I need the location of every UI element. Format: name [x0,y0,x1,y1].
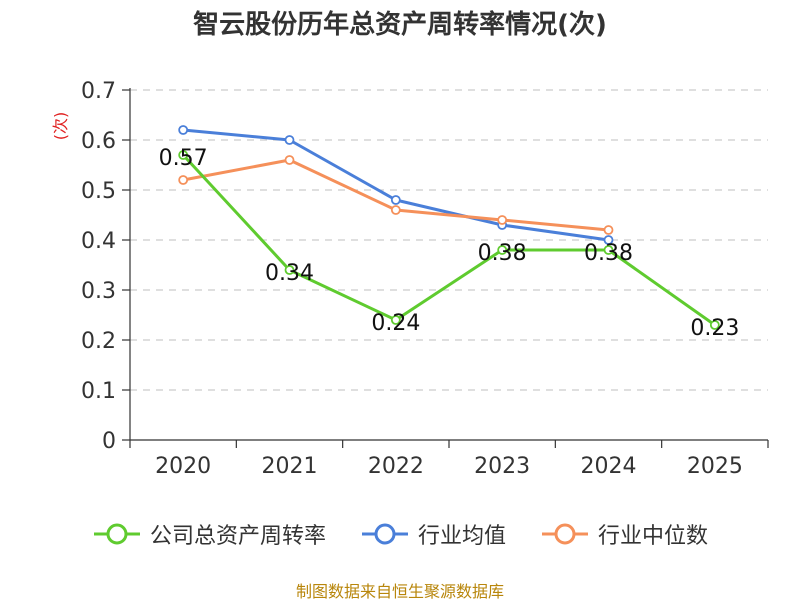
series-line [182,158,609,232]
y-tick-label: 0.7 [81,79,116,104]
legend-item-company[interactable]: 公司总资产周转率 [92,518,326,550]
y-tick-label: 0.4 [81,229,116,254]
legend-item-industry-mean[interactable]: 行业均值 [360,518,506,550]
x-tick-label: 2023 [474,454,530,479]
data-label: 0.24 [371,311,420,336]
data-point [178,175,189,185]
data-point [603,245,614,255]
y-tick-label: 0.6 [81,129,116,154]
data-label: 0.38 [478,241,527,266]
legend-label-industry-median: 行业中位数 [598,524,709,549]
legend-item-industry-median[interactable]: 行业中位数 [540,518,708,550]
legend: 公司总资产周转率 行业均值 行业中位数 [0,518,800,550]
data-point [603,235,614,245]
data-point [390,315,401,325]
data-label: 0.57 [159,146,208,171]
legend-label-industry-mean: 行业均值 [417,524,506,549]
legend-marker-industry-mean-icon [361,523,408,545]
legend-marker-company-icon [93,523,140,545]
data-point [284,265,295,275]
y-tick-label: 0.2 [81,329,116,354]
data-point [390,205,401,215]
y-tick-label: 0.1 [81,379,116,404]
data-label: 0.38 [584,241,633,266]
data-point [603,225,614,235]
x-tick-label: 2025 [687,454,743,479]
y-axis-label: (次) [51,112,70,141]
data-point [497,245,508,255]
x-tick-label: 2024 [581,454,637,479]
y-tick-label: 0.3 [81,279,116,304]
x-tick-label: 2020 [155,454,211,479]
data-point [390,195,401,205]
data-source: 制图数据来自恒生聚源数据库 [295,582,504,601]
series-line [182,153,716,327]
data-label: 0.23 [690,316,739,341]
data-label: 0.34 [265,261,314,286]
data-point [497,215,508,225]
x-tick-label: 2022 [368,454,424,479]
x-tick-label: 2021 [262,454,318,479]
y-tick-label: 0.5 [81,179,116,204]
y-tick-label: 0 [102,429,116,454]
legend-label-company: 公司总资产周转率 [149,524,326,549]
data-point [284,155,295,165]
data-point [709,320,720,330]
data-point [178,150,189,160]
data-point [178,125,189,135]
chart-title: 智云股份历年总资产周转率情况(次) [193,10,607,40]
data-point [284,135,295,145]
legend-marker-industry-median-icon [542,523,588,545]
